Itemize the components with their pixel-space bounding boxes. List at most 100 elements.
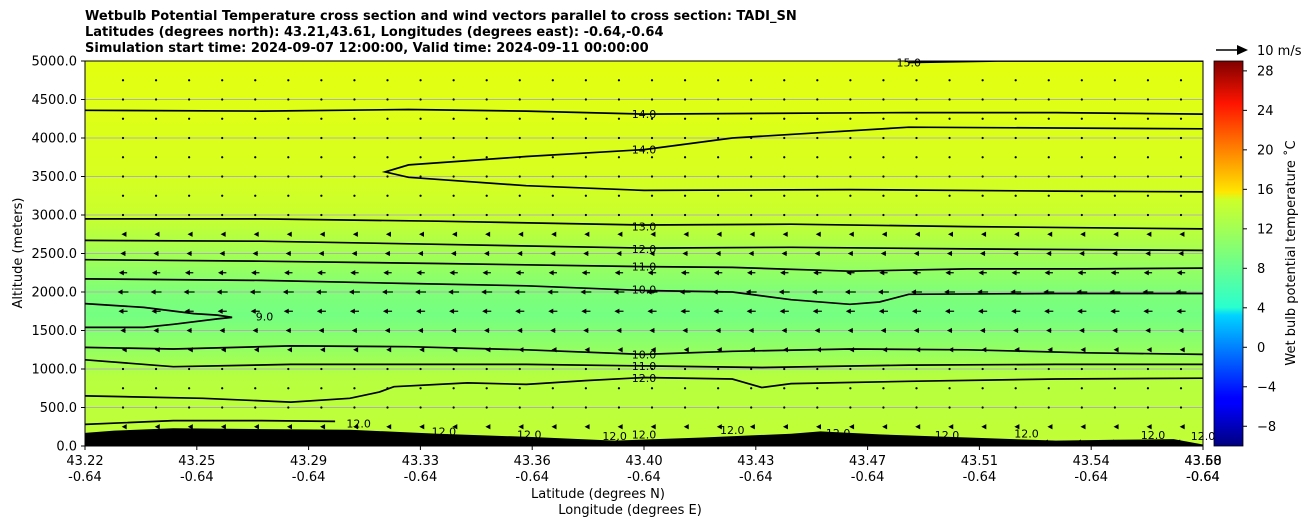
- colorbar-tick-label: 24: [1257, 104, 1274, 119]
- wind-vector: [518, 194, 521, 197]
- wind-vector: [780, 270, 789, 276]
- wind-vector: [254, 79, 257, 82]
- wind-vector: [1113, 406, 1116, 409]
- wind-vector: [188, 136, 191, 140]
- wind-vector-head: [517, 250, 523, 257]
- wind-vector: [750, 367, 753, 371]
- wind-vector-head: [715, 327, 721, 334]
- wind-vector: [650, 156, 654, 159]
- wind-vector: [449, 270, 458, 276]
- wind-vector: [715, 250, 721, 257]
- wind-vector-head: [945, 308, 951, 314]
- wind-vector-head: [386, 424, 392, 430]
- wind-vector: [353, 347, 359, 353]
- contour-label: 12.0: [346, 418, 371, 431]
- wind-vector: [249, 289, 261, 295]
- wind-vector: [650, 387, 654, 390]
- wind-vector: [750, 79, 753, 82]
- x-axis-label-longitude: Longitude (degrees E): [558, 503, 702, 518]
- wind-vector: [912, 270, 921, 276]
- wind-vector: [415, 289, 427, 295]
- wind-vector: [320, 424, 326, 430]
- wind-vector: [981, 79, 984, 82]
- wind-vector: [683, 406, 687, 409]
- wind-vector: [1113, 387, 1116, 390]
- wind-vector: [1047, 347, 1053, 353]
- wind-vector-head: [683, 231, 689, 237]
- wind-vector-head: [978, 270, 984, 276]
- wind-vector: [581, 308, 591, 314]
- wind-vector: [1044, 308, 1054, 314]
- wind-vector-head: [780, 270, 786, 276]
- wind-vector: [218, 270, 227, 276]
- wind-vector-head: [252, 250, 258, 257]
- wind-vector: [580, 289, 592, 295]
- contour-label-text: 12.0: [1141, 429, 1166, 442]
- contour-label-text: 12.0: [602, 430, 627, 443]
- contour-line: [381, 126, 1203, 193]
- wind-vector: [1079, 327, 1085, 334]
- wind-vector-head: [814, 327, 820, 334]
- wind-vector: [253, 231, 259, 237]
- contour-line: [85, 218, 1203, 230]
- wind-vector-head: [184, 270, 190, 276]
- wind-vector: [948, 175, 951, 178]
- wind-vector-head: [813, 270, 819, 276]
- wind-vector: [284, 270, 293, 276]
- wind-vector: [153, 250, 159, 257]
- wind-vector: [551, 117, 554, 120]
- wind-vector-head: [353, 424, 359, 430]
- wind-vector-head: [914, 231, 920, 237]
- wind-vector-head: [746, 308, 752, 314]
- wind-vector: [716, 231, 722, 237]
- wind-vector-head: [1077, 270, 1083, 276]
- wind-vector: [812, 308, 822, 314]
- wind-vector: [915, 79, 918, 82]
- wind-vector: [946, 327, 953, 334]
- wind-vector: [419, 347, 425, 353]
- wind-vector: [717, 213, 720, 217]
- wind-vector: [1179, 156, 1183, 159]
- wind-vector: [518, 367, 521, 371]
- wind-vector-head: [518, 231, 524, 237]
- wind-vector: [713, 270, 723, 276]
- wind-vector: [948, 98, 951, 101]
- wind-vector-head: [1080, 424, 1086, 430]
- wind-vector: [882, 117, 885, 120]
- wind-vector: [452, 136, 455, 140]
- wind-vector: [948, 231, 954, 237]
- quiver-key: 10 m/s: [1216, 44, 1302, 59]
- wind-vector: [882, 156, 885, 159]
- wind-vector: [287, 424, 293, 430]
- wind-vector: [353, 406, 356, 409]
- wind-vector-head: [1179, 424, 1185, 430]
- wind-vector-head: [382, 308, 388, 314]
- wind-vector: [1014, 367, 1017, 371]
- wind-vector: [320, 175, 323, 178]
- wind-vector-head: [715, 250, 721, 257]
- wind-vector: [287, 156, 290, 159]
- wind-vector-head: [946, 250, 952, 257]
- colorbar-gradient: [1213, 60, 1244, 447]
- wind-vector: [617, 194, 621, 197]
- x-axis-label-latitude: Latitude (degrees N): [531, 487, 665, 502]
- wind-vector-head: [616, 327, 622, 334]
- wind-vector: [452, 98, 455, 101]
- wind-vector: [683, 213, 687, 217]
- wind-vector: [120, 250, 126, 257]
- wind-vector: [1145, 327, 1151, 334]
- wind-vector: [254, 194, 257, 197]
- wind-vector: [717, 387, 720, 390]
- wind-vector: [1145, 250, 1151, 257]
- wind-vector: [318, 250, 324, 257]
- wind-vector: [1146, 231, 1152, 237]
- wind-vector: [650, 213, 654, 217]
- wind-vector: [386, 175, 389, 178]
- wind-vector: [319, 231, 325, 237]
- wind-vector: [351, 327, 358, 334]
- wind-vector: [647, 308, 657, 314]
- x-tick-label-latitude: 43.40: [625, 454, 662, 469]
- wind-vector: [1080, 175, 1083, 178]
- wind-vector-head: [584, 231, 590, 237]
- wind-vector: [1113, 156, 1116, 159]
